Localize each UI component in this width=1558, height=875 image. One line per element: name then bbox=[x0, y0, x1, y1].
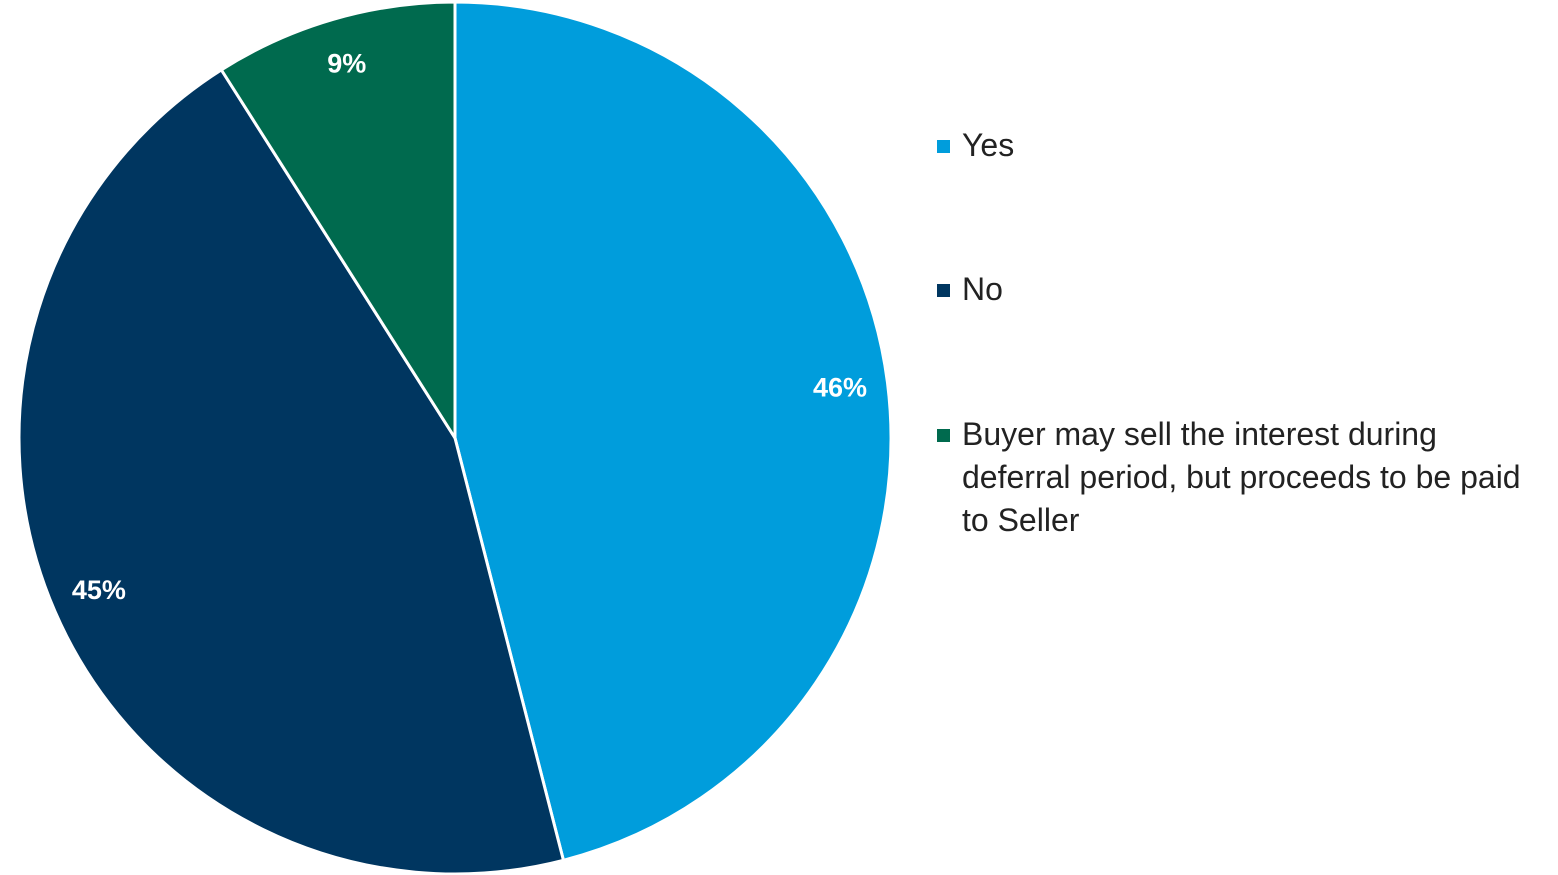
pie-slice bbox=[17, 67, 566, 875]
data-label: 46% bbox=[813, 372, 867, 402]
pie-slice bbox=[453, 0, 893, 863]
legend-label: Buyer may sell the interest during defer… bbox=[962, 416, 1521, 538]
legend-label: No bbox=[962, 271, 1003, 307]
legend-swatch bbox=[937, 429, 950, 442]
pie-slice bbox=[219, 0, 457, 444]
legend-swatch bbox=[937, 140, 950, 153]
data-label: 45% bbox=[72, 575, 126, 605]
legend-swatch bbox=[937, 284, 950, 297]
legend-label: Yes bbox=[962, 127, 1015, 163]
data-label: 9% bbox=[327, 48, 366, 78]
